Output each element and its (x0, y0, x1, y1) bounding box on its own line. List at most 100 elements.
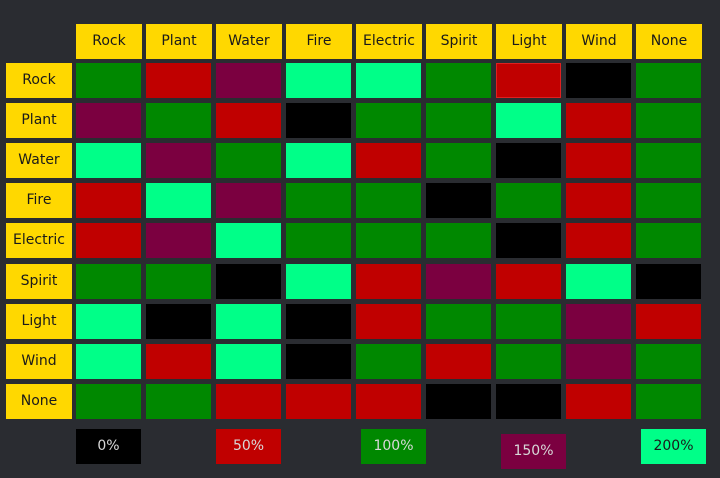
legend-swatch-200: 200% (641, 429, 706, 464)
cell-plant-vs-light[interactable] (496, 103, 561, 138)
cell-none-vs-spirit[interactable] (426, 384, 491, 419)
cell-electric-vs-plant[interactable] (146, 223, 211, 258)
column-header-wind: Wind (566, 24, 632, 59)
cell-wind-vs-water[interactable] (216, 344, 281, 379)
cell-spirit-vs-rock[interactable] (76, 264, 141, 299)
cell-light-vs-water[interactable] (216, 304, 281, 339)
cell-none-vs-none[interactable] (636, 384, 701, 419)
cell-light-vs-wind[interactable] (566, 304, 631, 339)
cell-water-vs-rock[interactable] (76, 143, 141, 178)
cell-electric-vs-electric[interactable] (356, 223, 421, 258)
cell-light-vs-plant[interactable] (146, 304, 211, 339)
cell-electric-vs-none[interactable] (636, 223, 701, 258)
column-header-electric: Electric (356, 24, 422, 59)
legend-swatch-150: 150% (501, 434, 566, 469)
legend-swatch-0: 0% (76, 429, 141, 464)
cell-light-vs-spirit[interactable] (426, 304, 491, 339)
cell-light-vs-none[interactable] (636, 304, 701, 339)
cell-fire-vs-light[interactable] (496, 183, 561, 218)
cell-rock-vs-wind[interactable] (566, 63, 631, 98)
cell-water-vs-light[interactable] (496, 143, 561, 178)
cell-water-vs-water[interactable] (216, 143, 281, 178)
cell-plant-vs-plant[interactable] (146, 103, 211, 138)
cell-water-vs-plant[interactable] (146, 143, 211, 178)
cell-water-vs-spirit[interactable] (426, 143, 491, 178)
row-header-plant: Plant (6, 103, 72, 138)
cell-electric-vs-water[interactable] (216, 223, 281, 258)
cell-none-vs-plant[interactable] (146, 384, 211, 419)
column-header-none: None (636, 24, 702, 59)
cell-fire-vs-spirit[interactable] (426, 183, 491, 218)
cell-spirit-vs-wind[interactable] (566, 264, 631, 299)
cell-none-vs-electric[interactable] (356, 384, 421, 419)
cell-none-vs-rock[interactable] (76, 384, 141, 419)
cell-fire-vs-wind[interactable] (566, 183, 631, 218)
cell-electric-vs-spirit[interactable] (426, 223, 491, 258)
row-header-wind: Wind (6, 344, 72, 379)
column-header-plant: Plant (146, 24, 212, 59)
cell-plant-vs-spirit[interactable] (426, 103, 491, 138)
cell-spirit-vs-light[interactable] (496, 264, 561, 299)
cell-rock-vs-light[interactable] (496, 63, 561, 98)
row-header-water: Water (6, 143, 72, 178)
row-header-none: None (6, 384, 72, 419)
column-header-fire: Fire (286, 24, 352, 59)
cell-wind-vs-plant[interactable] (146, 344, 211, 379)
cell-rock-vs-none[interactable] (636, 63, 701, 98)
cell-electric-vs-fire[interactable] (286, 223, 351, 258)
cell-plant-vs-wind[interactable] (566, 103, 631, 138)
cell-wind-vs-wind[interactable] (566, 344, 631, 379)
cell-wind-vs-none[interactable] (636, 344, 701, 379)
cell-rock-vs-electric[interactable] (356, 63, 421, 98)
column-header-water: Water (216, 24, 282, 59)
cell-plant-vs-electric[interactable] (356, 103, 421, 138)
cell-fire-vs-electric[interactable] (356, 183, 421, 218)
cell-wind-vs-rock[interactable] (76, 344, 141, 379)
cell-light-vs-rock[interactable] (76, 304, 141, 339)
cell-wind-vs-light[interactable] (496, 344, 561, 379)
legend-swatch-50: 50% (216, 429, 281, 464)
cell-electric-vs-wind[interactable] (566, 223, 631, 258)
cell-plant-vs-fire[interactable] (286, 103, 351, 138)
cell-none-vs-light[interactable] (496, 384, 561, 419)
cell-light-vs-electric[interactable] (356, 304, 421, 339)
cell-fire-vs-fire[interactable] (286, 183, 351, 218)
row-header-rock: Rock (6, 63, 72, 98)
cell-none-vs-water[interactable] (216, 384, 281, 419)
cell-rock-vs-fire[interactable] (286, 63, 351, 98)
cell-spirit-vs-electric[interactable] (356, 264, 421, 299)
cell-spirit-vs-water[interactable] (216, 264, 281, 299)
cell-none-vs-wind[interactable] (566, 384, 631, 419)
cell-electric-vs-rock[interactable] (76, 223, 141, 258)
cell-rock-vs-spirit[interactable] (426, 63, 491, 98)
row-header-light: Light (6, 304, 72, 339)
cell-rock-vs-rock[interactable] (76, 63, 141, 98)
cell-plant-vs-none[interactable] (636, 103, 701, 138)
cell-spirit-vs-fire[interactable] (286, 264, 351, 299)
cell-spirit-vs-none[interactable] (636, 264, 701, 299)
column-header-light: Light (496, 24, 562, 59)
column-header-spirit: Spirit (426, 24, 492, 59)
cell-light-vs-fire[interactable] (286, 304, 351, 339)
row-header-fire: Fire (6, 183, 72, 218)
cell-fire-vs-plant[interactable] (146, 183, 211, 218)
cell-rock-vs-plant[interactable] (146, 63, 211, 98)
cell-water-vs-fire[interactable] (286, 143, 351, 178)
cell-wind-vs-electric[interactable] (356, 344, 421, 379)
cell-rock-vs-water[interactable] (216, 63, 281, 98)
cell-spirit-vs-spirit[interactable] (426, 264, 491, 299)
cell-electric-vs-light[interactable] (496, 223, 561, 258)
cell-water-vs-wind[interactable] (566, 143, 631, 178)
cell-none-vs-fire[interactable] (286, 384, 351, 419)
cell-light-vs-light[interactable] (496, 304, 561, 339)
cell-fire-vs-water[interactable] (216, 183, 281, 218)
cell-spirit-vs-plant[interactable] (146, 264, 211, 299)
cell-plant-vs-water[interactable] (216, 103, 281, 138)
cell-water-vs-none[interactable] (636, 143, 701, 178)
cell-plant-vs-rock[interactable] (76, 103, 141, 138)
cell-wind-vs-fire[interactable] (286, 344, 351, 379)
cell-fire-vs-rock[interactable] (76, 183, 141, 218)
cell-fire-vs-none[interactable] (636, 183, 701, 218)
cell-water-vs-electric[interactable] (356, 143, 421, 178)
cell-wind-vs-spirit[interactable] (426, 344, 491, 379)
